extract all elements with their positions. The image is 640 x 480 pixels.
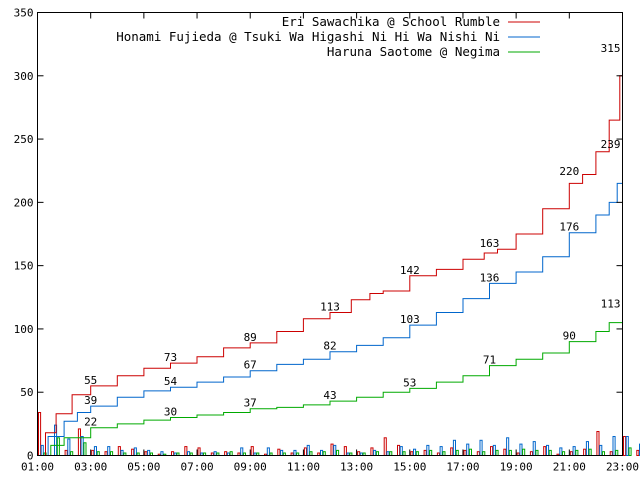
hourly-bar <box>628 447 632 456</box>
hourly-bars <box>38 412 640 457</box>
data-label: 82 <box>323 340 336 353</box>
x-tick-label: 05:00 <box>127 461 160 474</box>
data-label: 176 <box>559 221 579 234</box>
series-line <box>37 56 623 456</box>
data-label: 71 <box>483 354 496 367</box>
data-label: 54 <box>164 375 178 388</box>
series-lines <box>37 56 623 456</box>
y-tick-label: 100 <box>14 323 34 336</box>
x-tick-label: 03:00 <box>74 461 107 474</box>
y-tick-label: 50 <box>20 386 33 399</box>
x-tick-label: 13:00 <box>340 461 373 474</box>
x-tick-label: 09:00 <box>234 461 267 474</box>
x-tick-label: 23:00 <box>606 461 639 474</box>
data-label: 113 <box>601 298 621 311</box>
data-label: 315 <box>601 42 621 55</box>
y-tick-label: 250 <box>14 133 34 146</box>
hourly-bar <box>636 449 640 456</box>
hourly-bar <box>625 436 629 456</box>
data-label: 43 <box>323 389 336 402</box>
data-label: 53 <box>403 376 416 389</box>
data-label: 136 <box>480 271 500 284</box>
data-label: 220 <box>559 165 579 178</box>
data-label: 55 <box>84 374 97 387</box>
data-label: 103 <box>400 313 420 326</box>
x-tick-label: 17:00 <box>446 461 479 474</box>
legend-entry-label: Eri Sawachika @ School Rumble <box>282 14 500 29</box>
data-label: 37 <box>244 397 257 410</box>
axes: 0 50 100 150 200 250 300 350 01:00 03:00 05:00 07:0… <box>14 7 639 474</box>
y-tick-label: 0 <box>27 450 34 463</box>
hourly-bar <box>623 436 627 456</box>
series-line <box>37 312 623 456</box>
data-label: 239 <box>601 138 621 151</box>
data-label: 73 <box>164 351 177 364</box>
x-tick-label: 19:00 <box>500 461 533 474</box>
x-tick-label: 21:00 <box>553 461 586 474</box>
y-tick-label: 150 <box>14 260 34 273</box>
data-label: 67 <box>244 359 257 372</box>
data-label: 89 <box>244 331 257 344</box>
y-tick-label: 300 <box>14 70 34 83</box>
data-label: 22 <box>84 416 97 429</box>
data-label: 39 <box>84 394 97 407</box>
x-tick-label: 07:00 <box>180 461 213 474</box>
plot-frame <box>37 12 623 456</box>
data-label: 90 <box>563 330 576 343</box>
data-label: 30 <box>164 406 177 419</box>
x-tick-label: 15:00 <box>393 461 426 474</box>
series-line <box>37 153 623 456</box>
data-label: 142 <box>400 264 420 277</box>
legend-entry-label: Honami Fujieda @ Tsuki Wa Higashi Ni Hi … <box>116 29 500 44</box>
data-label: 163 <box>480 237 500 250</box>
data-label: 113 <box>320 301 340 314</box>
data-labels: 55 73 89 113 142 163 220 315 39 54 67 82 103 136 176 23… <box>84 42 620 429</box>
x-tick-label: 01:00 <box>21 461 54 474</box>
y-tick-label: 200 <box>14 196 34 209</box>
y-tick-label: 350 <box>14 7 34 20</box>
x-tick-label: 11:00 <box>287 461 320 474</box>
legend-entry-label: Haruna Saotome @ Negima <box>327 44 500 59</box>
